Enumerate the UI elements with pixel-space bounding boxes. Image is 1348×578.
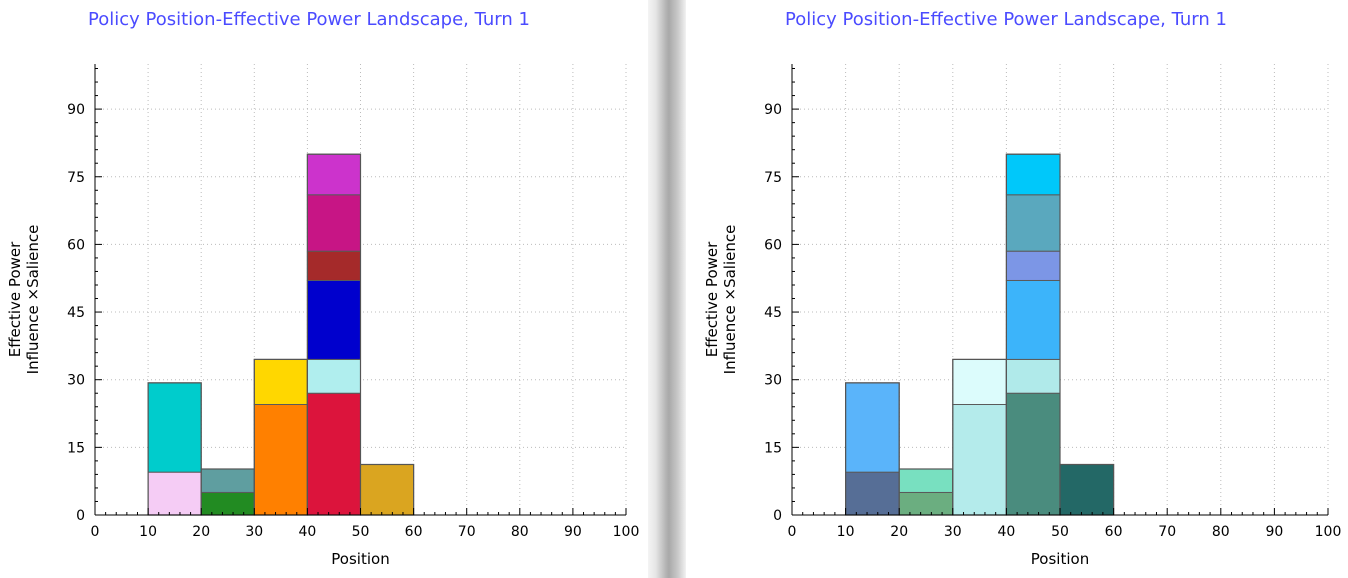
x-tick-label: 30 (245, 524, 263, 540)
bar-segment-4-0 (360, 463, 415, 516)
bar-segment-3-3 (1005, 250, 1061, 281)
bar-segment-2-1 (952, 358, 1007, 406)
x-tick-label: 90 (564, 524, 582, 540)
chart-panel-left: Policy Position-Effective Power Landscap… (0, 0, 648, 578)
y-tick-label: 90 (67, 102, 85, 118)
landscape-chart-right: 0 10 20 30 40 50 60 70 80 90 100 0 15 30 45 60 75 90 Posit… (703, 64, 1341, 568)
bar-segment-3-1 (1005, 358, 1061, 394)
x-tick-label: 80 (1212, 524, 1230, 540)
x-axis-label: Position (1031, 550, 1089, 568)
x-tick-label: 80 (511, 524, 529, 540)
y-tick-label: 0 (76, 508, 85, 524)
splitter-handle[interactable] (648, 0, 686, 578)
chart-title: Policy Position-Effective Power Landscap… (88, 9, 530, 30)
x-tick-label: 40 (997, 524, 1015, 540)
y-tick-label: 15 (764, 440, 782, 456)
y-tick-label: 90 (764, 102, 782, 118)
bar-segment-3-5 (306, 153, 361, 196)
y-tick-label: 75 (764, 170, 782, 186)
y-axis-label: Effective Power (703, 241, 721, 357)
x-tick-label: 50 (1051, 524, 1069, 540)
bar-segment-3-1 (306, 358, 361, 394)
bars (147, 153, 415, 516)
x-tick-label: 70 (1158, 524, 1176, 540)
bar-segment-0-0 (147, 471, 202, 516)
y-axis-label: Effective Power (6, 241, 24, 357)
bar-segment-4-0 (1059, 463, 1115, 516)
bar-segment-0-1 (147, 382, 202, 473)
x-tick-label: 70 (458, 524, 476, 540)
bar-segment-1-1 (898, 468, 954, 493)
bar-segment-1-0 (898, 491, 954, 516)
x-tick-label: 10 (837, 524, 855, 540)
x-tick-label: 50 (352, 524, 370, 540)
bar-segment-3-2 (1005, 279, 1061, 360)
x-tick-label: 0 (788, 524, 797, 540)
y-tick-label: 60 (67, 237, 85, 253)
y-axis-label: Influence ×Salience (24, 225, 42, 375)
y-tick-label: 75 (67, 170, 85, 186)
x-tick-label: 60 (1105, 524, 1123, 540)
y-tick-label: 60 (764, 237, 782, 253)
bar-segment-3-0 (1005, 392, 1061, 516)
bar-segment-3-3 (306, 250, 361, 281)
y-axis-label: Influence ×Salience (721, 225, 739, 375)
y-tick-label: 15 (67, 440, 85, 456)
x-tick-label: 60 (405, 524, 423, 540)
bar-segment-3-5 (1005, 153, 1061, 196)
x-axis-label: Position (331, 550, 389, 568)
axes: 0 10 20 30 40 50 60 70 80 90 100 0 15 30 45 60 75 90 (67, 64, 639, 540)
x-tick-label: 100 (1315, 524, 1342, 540)
bar-segment-1-0 (200, 491, 255, 516)
bar-segment-3-0 (306, 392, 361, 516)
landscape-chart-left: 0 10 20 30 40 50 60 70 80 90 100 0 15 30 45 60 75 90 Posit… (6, 64, 639, 568)
bars (845, 153, 1115, 516)
y-tick-label: 45 (764, 305, 782, 321)
x-tick-label: 0 (91, 524, 100, 540)
bar-segment-3-4 (306, 194, 361, 252)
y-tick-label: 30 (67, 373, 85, 389)
x-tick-label: 20 (192, 524, 210, 540)
bar-segment-3-2 (306, 279, 361, 360)
bar-segment-2-0 (952, 404, 1007, 516)
bar-segment-0-1 (845, 382, 900, 473)
x-tick-label: 10 (139, 524, 157, 540)
x-tick-label: 20 (890, 524, 908, 540)
x-tick-label: 100 (613, 524, 640, 540)
x-tick-label: 40 (298, 524, 316, 540)
chart-title: Policy Position-Effective Power Landscap… (785, 9, 1227, 30)
y-tick-label: 0 (773, 508, 782, 524)
bar-segment-3-4 (1005, 194, 1061, 252)
x-tick-label: 30 (944, 524, 962, 540)
bar-segment-2-0 (253, 404, 308, 516)
chart-panel-right: Policy Position-Effective Power Landscap… (686, 0, 1348, 578)
bar-segment-0-0 (845, 471, 900, 516)
y-tick-label: 45 (67, 305, 85, 321)
bar-segment-2-1 (253, 358, 308, 406)
y-tick-label: 30 (764, 373, 782, 389)
x-tick-label: 90 (1265, 524, 1283, 540)
bar-segment-1-1 (200, 468, 255, 493)
axes: 0 10 20 30 40 50 60 70 80 90 100 0 15 30 45 60 75 90 (764, 64, 1341, 540)
